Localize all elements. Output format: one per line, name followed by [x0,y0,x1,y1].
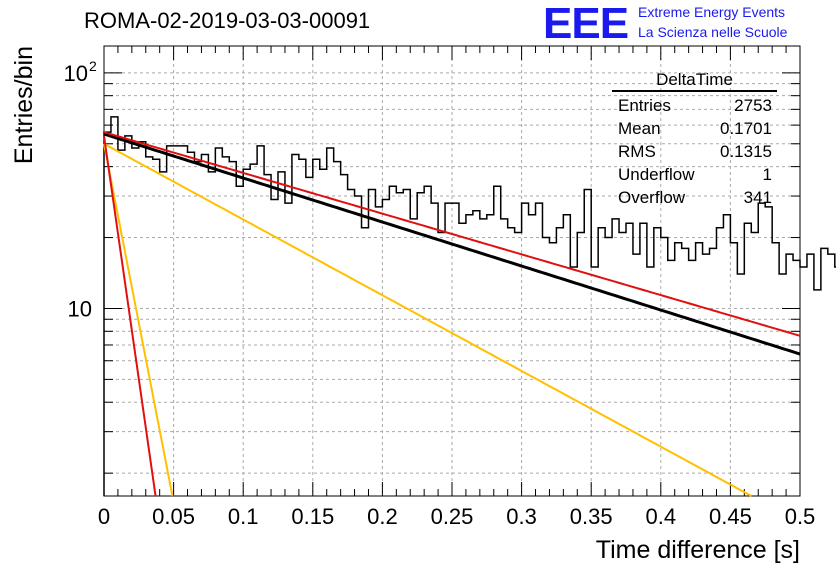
x-tick-label: 0.35 [570,504,613,529]
stats-row-mean: Mean 0.1701 [618,119,772,138]
stats-row-rms: RMS 0.1315 [618,142,772,161]
stats-box: DeltaTime Entries 2753 Mean 0.1701 RMS 0.13… [612,70,777,209]
x-tick-label: 0.1 [228,504,259,529]
x-tick-label: 0.5 [785,504,816,529]
grid [104,46,800,496]
y-axis-label: Entries/bin [10,46,38,164]
fit-curve-4 [103,135,157,497]
x-tick-label: 0.05 [152,504,195,529]
eee-logo: EEE [543,0,629,48]
x-tick-label: 0.15 [291,504,334,529]
x-tick-label: 0.3 [506,504,537,529]
x-tick-label: 0.2 [367,504,398,529]
chart-title: ROMA-02-2019-03-03-00091 [84,8,371,33]
y-tick-label: 10 [68,296,92,321]
logo-line-1: Extreme Energy Events [638,4,786,20]
histogram-step-line [103,116,836,496]
fit-curves [103,131,801,497]
x-tick-label: 0.4 [646,504,677,529]
x-tick-label: 0 [98,504,110,529]
logo-line-2: La Scienza nelle Scuole [638,24,788,40]
x-tick-label: 0.45 [709,504,752,529]
fit-curve-3 [103,143,174,497]
y-tick-label: 10 [64,61,88,86]
fit-curve-1 [103,131,801,337]
x-tick-label: 0.25 [431,504,474,529]
stats-title: DeltaTime [612,70,777,92]
x-axis-label: Time difference [s] [596,536,800,564]
fit-curve-0 [103,132,801,356]
stats-row-overflow: Overflow 341 [618,188,772,207]
stats-row-underflow: Underflow 1 [618,165,772,184]
stats-row-entries: Entries 2753 [618,96,772,115]
y-tick-exponent: 2 [89,58,97,74]
x-tick-labels: 0 0.05 0.1 0.15 0.2 0.25 0.3 0.35 0.4 0.45 0.5 [98,504,815,529]
fit-curve-2 [103,142,752,497]
